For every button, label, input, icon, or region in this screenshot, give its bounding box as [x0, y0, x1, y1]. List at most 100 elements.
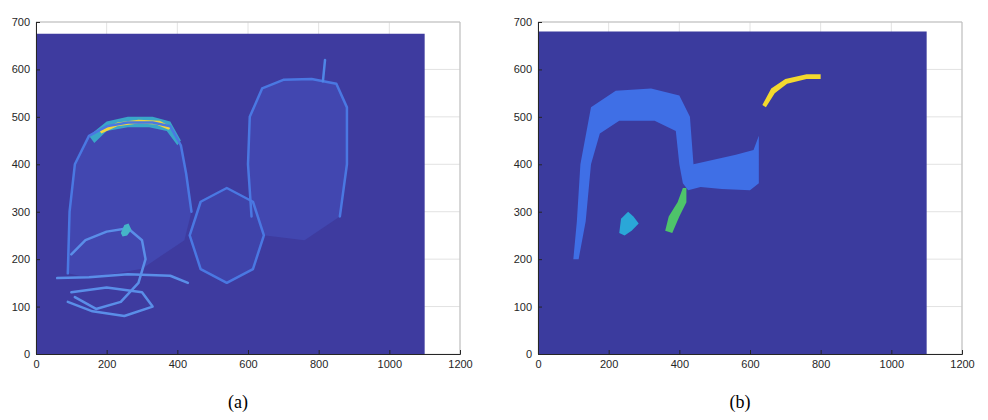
- x-axis: 0 200 400 600 800 1000 1200: [535, 350, 974, 370]
- tick: 200: [514, 253, 542, 265]
- image-region: [89, 117, 181, 145]
- tick-label: 1200: [448, 358, 472, 370]
- grid-line: [962, 22, 963, 354]
- tick-mark: [248, 350, 249, 354]
- axis-line: [37, 23, 41, 355]
- tick-label: 100: [12, 301, 30, 313]
- image-region: [573, 88, 759, 259]
- tick-mark: [821, 350, 822, 354]
- tick-label: 200: [12, 253, 30, 265]
- tick-label: 300: [12, 206, 30, 218]
- tick-label: 800: [812, 358, 830, 370]
- tick: 500: [514, 111, 542, 123]
- tick-label: 600: [12, 63, 30, 75]
- tick-label: 200: [600, 358, 618, 370]
- edge-line: [248, 79, 347, 217]
- tick-label: 0: [535, 358, 541, 370]
- tick-label: 0: [24, 348, 30, 360]
- tick-mark: [36, 307, 40, 308]
- tick: 200: [600, 350, 618, 370]
- tick-mark: [679, 350, 680, 354]
- tick: 500: [12, 111, 40, 123]
- tick-mark: [36, 69, 40, 70]
- tick-mark: [319, 350, 320, 354]
- y-axis: 0 100 200 300 400 500 600 700: [514, 16, 542, 360]
- image-region: [248, 79, 347, 240]
- tick-mark: [538, 69, 542, 70]
- tick: 400: [514, 158, 542, 170]
- axis-line: [539, 350, 963, 355]
- figure: 0200400600800100012000100200300400500600…: [0, 0, 988, 420]
- tick-label: 100: [514, 301, 532, 313]
- tick-mark: [36, 259, 40, 260]
- tick: 700: [514, 16, 542, 28]
- tick: 400: [169, 350, 187, 370]
- tick-mark: [177, 350, 178, 354]
- tick-label: 600: [741, 358, 759, 370]
- tick-label: 600: [514, 63, 532, 75]
- tick-label: 400: [12, 158, 30, 170]
- grid: [538, 22, 962, 354]
- tick-mark: [107, 350, 108, 354]
- tick-label: 1000: [378, 358, 402, 370]
- tick: 1000: [880, 350, 904, 370]
- edge-line: [68, 123, 192, 274]
- tick-label: 800: [310, 358, 328, 370]
- tick-mark: [538, 259, 542, 260]
- grid-line: [538, 22, 962, 23]
- tick: 300: [12, 206, 40, 218]
- tick-mark: [36, 212, 40, 213]
- edge-line: [57, 274, 188, 283]
- tick-label: 700: [12, 16, 30, 28]
- tick: 600: [514, 63, 542, 75]
- tick-mark: [389, 350, 390, 354]
- frame: [36, 22, 460, 23]
- axis-line: [37, 350, 461, 355]
- tick: 700: [12, 16, 40, 28]
- frame: [538, 22, 962, 23]
- tick-mark: [962, 350, 963, 354]
- tick-label: 300: [514, 206, 532, 218]
- x-axis: 0 200 400 600 800 1000 1200: [33, 350, 472, 370]
- tick-label: 400: [169, 358, 187, 370]
- tick-mark: [538, 117, 542, 118]
- tick-label: 0: [33, 358, 39, 370]
- image-region: [619, 212, 638, 236]
- tick-label: 400: [671, 358, 689, 370]
- edge-line: [71, 228, 145, 309]
- edge-line: [190, 188, 264, 283]
- grid: [36, 22, 460, 354]
- tick-mark: [36, 22, 40, 23]
- tick: 400: [671, 350, 689, 370]
- tick-mark: [609, 350, 610, 354]
- tick-mark: [538, 307, 542, 308]
- tick-mark: [750, 350, 751, 354]
- tick-mark: [538, 22, 542, 23]
- tick-label: 500: [12, 111, 30, 123]
- tick: 200: [98, 350, 116, 370]
- tick-label: 500: [514, 111, 532, 123]
- tick-label: 700: [514, 16, 532, 28]
- tick-label: 200: [514, 253, 532, 265]
- image-region: [68, 123, 192, 279]
- tick-mark: [538, 354, 542, 355]
- tick-label: 400: [514, 158, 532, 170]
- tick-label: 0: [526, 348, 532, 360]
- frame: [962, 22, 963, 354]
- tick: 300: [514, 206, 542, 218]
- tick-label: 1200: [950, 358, 974, 370]
- image-region: [538, 31, 927, 354]
- image-region: [762, 74, 820, 107]
- caption: (b): [730, 392, 751, 413]
- plot-area: [36, 34, 425, 354]
- panel: 0 200 400 600 800 1000 1200 0 100 200 300 400 500 600…: [12, 16, 473, 413]
- caption: (a): [228, 392, 248, 413]
- edge-line: [68, 288, 153, 316]
- image-region: [36, 34, 425, 354]
- tick-label: 200: [98, 358, 116, 370]
- grid-line: [460, 22, 461, 354]
- tick: 200: [12, 253, 40, 265]
- tick-mark: [36, 354, 40, 355]
- tick: 0: [24, 348, 40, 360]
- tick-label: 600: [239, 358, 257, 370]
